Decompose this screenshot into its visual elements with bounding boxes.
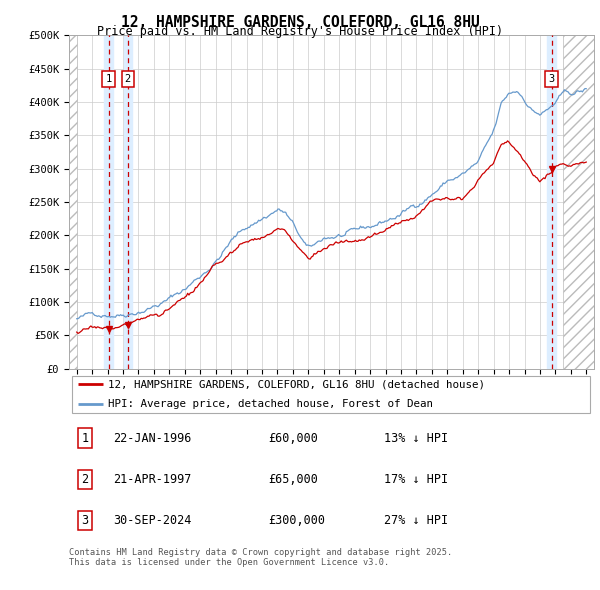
Text: £65,000: £65,000 <box>269 473 319 486</box>
Bar <box>104 35 113 369</box>
Text: 1: 1 <box>106 74 112 84</box>
Text: 21-APR-1997: 21-APR-1997 <box>113 473 192 486</box>
Bar <box>547 35 556 369</box>
Text: 27% ↓ HPI: 27% ↓ HPI <box>384 514 448 527</box>
Bar <box>124 35 132 369</box>
Text: 3: 3 <box>548 74 554 84</box>
Bar <box>69 35 77 369</box>
Text: 12, HAMPSHIRE GARDENS, COLEFORD, GL16 8HU (detached house): 12, HAMPSHIRE GARDENS, COLEFORD, GL16 8H… <box>109 379 485 389</box>
Text: 30-SEP-2024: 30-SEP-2024 <box>113 514 192 527</box>
Text: 17% ↓ HPI: 17% ↓ HPI <box>384 473 448 486</box>
Text: 2: 2 <box>125 74 131 84</box>
Text: HPI: Average price, detached house, Forest of Dean: HPI: Average price, detached house, Fore… <box>109 399 433 409</box>
Text: £60,000: £60,000 <box>269 432 319 445</box>
Text: 3: 3 <box>81 514 88 527</box>
Text: Price paid vs. HM Land Registry's House Price Index (HPI): Price paid vs. HM Land Registry's House … <box>97 25 503 38</box>
Bar <box>563 35 594 369</box>
Text: 13% ↓ HPI: 13% ↓ HPI <box>384 432 448 445</box>
Text: £300,000: £300,000 <box>269 514 325 527</box>
Text: 2: 2 <box>81 473 88 486</box>
FancyBboxPatch shape <box>71 376 590 412</box>
Text: 1: 1 <box>81 432 88 445</box>
Text: 12, HAMPSHIRE GARDENS, COLEFORD, GL16 8HU: 12, HAMPSHIRE GARDENS, COLEFORD, GL16 8H… <box>121 15 479 30</box>
Text: 22-JAN-1996: 22-JAN-1996 <box>113 432 192 445</box>
Text: Contains HM Land Registry data © Crown copyright and database right 2025.
This d: Contains HM Land Registry data © Crown c… <box>69 548 452 567</box>
